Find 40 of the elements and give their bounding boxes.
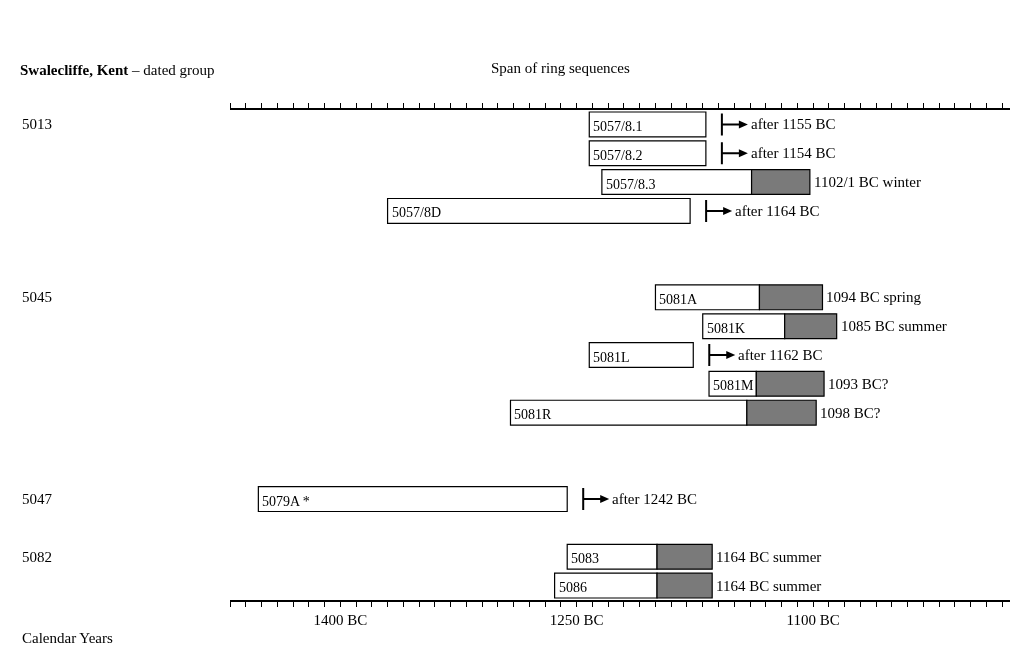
y-tick-label: 5081M <box>713 378 754 393</box>
annotation: 1093 BC? <box>828 376 889 392</box>
text: Span of ring sequences <box>491 60 630 76</box>
y-tick-label: 5057/8.2 <box>593 148 643 163</box>
bar <box>588 111 707 138</box>
annotation: 1094 BC spring <box>826 289 922 305</box>
x-tick-label: 1400 BC <box>313 611 368 628</box>
text: 5047 <box>22 491 53 507</box>
y-tick-label: 5079A * <box>262 494 310 509</box>
annotation: after 1155 BC <box>751 116 836 132</box>
text: Swalecliffe, Kent <box>20 62 129 79</box>
text: 5013 <box>22 116 52 132</box>
y-tick-label: 5057/8.3 <box>606 177 656 192</box>
annotation: after 1154 BC <box>751 145 836 161</box>
annotation: after 1162 BC <box>738 347 823 363</box>
annotation: 1098 BC? <box>820 405 881 421</box>
annotation: 1102/1 BC winter <box>814 174 921 190</box>
annotation: 1164 BC summer <box>716 549 822 565</box>
chart-subtitle: – dated group <box>132 62 215 79</box>
annotation: 1164 BC summer <box>716 578 822 594</box>
text: 5082 <box>22 549 52 565</box>
y-tick-label: 5081R <box>514 407 552 422</box>
y-tick-label: 5081K <box>707 321 746 336</box>
bar <box>257 486 568 513</box>
bar <box>386 197 691 224</box>
y-tick-label: 5057/8D <box>392 205 441 220</box>
bar <box>588 140 707 167</box>
y-tick-label: 5081A <box>659 292 698 307</box>
text: Calendar Years <box>22 630 113 646</box>
x-tick-label: 1250 BC <box>549 611 604 628</box>
annotation: after 1164 BC <box>735 203 820 219</box>
y-tick-label: 5086 <box>559 580 587 595</box>
y-tick-label: 5057/8.1 <box>593 119 643 134</box>
text: 5045 <box>22 289 52 305</box>
annotation: 1085 BC summer <box>841 318 947 334</box>
y-tick-label: 5081L <box>593 350 630 365</box>
x-tick-label: 1100 BC <box>786 611 840 628</box>
y-tick-label: 5083 <box>571 551 599 566</box>
annotation: after 1242 BC <box>612 491 697 507</box>
bar <box>588 342 694 368</box>
